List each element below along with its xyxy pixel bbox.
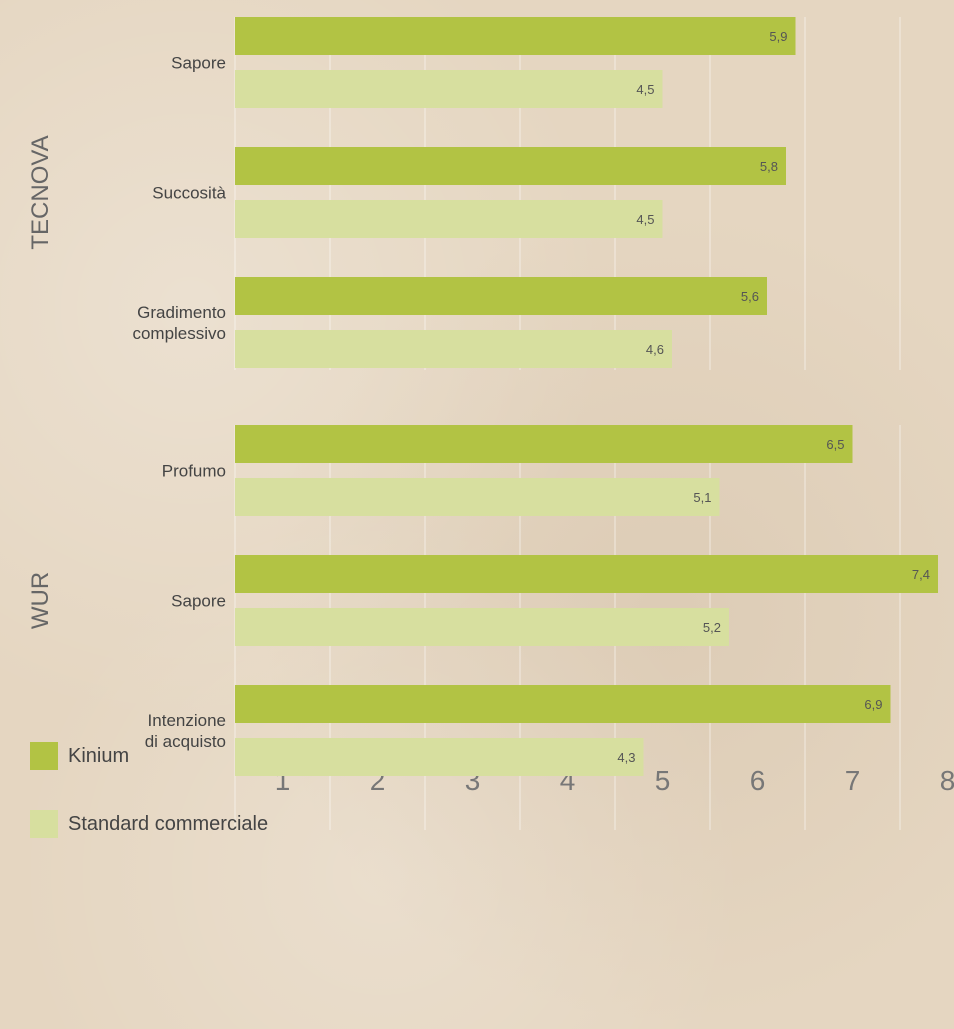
legend-label: Standard commerciale [68,813,268,835]
bar [235,330,672,368]
value-label: 4,5 [636,82,654,97]
value-label: 5,1 [693,490,711,505]
category-label: Intenzione di acquisto [144,711,226,751]
legend-swatch [30,742,58,770]
bar [235,685,891,723]
x-tick-label: 6 [750,765,766,796]
x-tick-label: 7 [845,765,861,796]
category-label: Profumo [161,461,226,481]
legend-label: Kinium [68,745,129,767]
bar [235,70,663,108]
bar [235,555,938,593]
category-label: Sapore [171,53,226,73]
bar [235,738,644,776]
bar [235,608,729,646]
bar [235,478,720,516]
bar [235,425,853,463]
value-label: 5,8 [760,159,778,174]
category-label: Sapore [171,591,226,611]
bar [235,277,767,315]
x-tick-label: 8 [940,765,954,796]
value-label: 4,3 [617,750,635,765]
bar [235,200,663,238]
value-label: 5,2 [703,620,721,635]
category-label: Succosità [152,183,226,203]
value-label: 5,9 [769,29,787,44]
value-label: 4,5 [636,212,654,227]
bar [235,147,786,185]
value-label: 6,5 [826,437,844,452]
legend-swatch [30,810,58,838]
x-tick-label: 5 [655,765,671,796]
group-label: TECNOVA [27,135,54,249]
group-label: WUR [27,572,54,629]
bar [235,17,796,55]
value-label: 5,6 [741,289,759,304]
value-label: 6,9 [864,697,882,712]
category-label: Gradimento complessivo [132,303,226,343]
value-label: 7,4 [912,567,930,582]
value-label: 4,6 [646,342,664,357]
